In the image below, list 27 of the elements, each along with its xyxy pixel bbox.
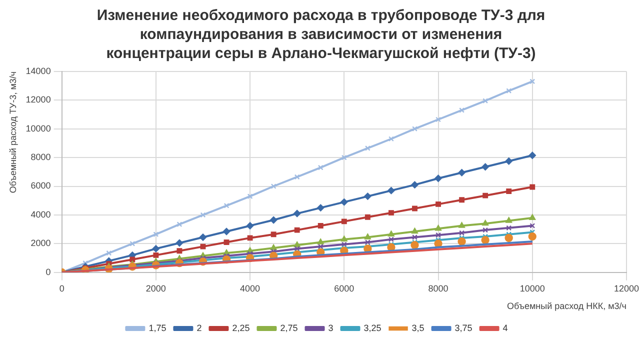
legend-label: 2,75 — [280, 322, 298, 333]
x-tick-label: 2000 — [146, 283, 166, 294]
y-tick-label: 6000 — [30, 180, 51, 191]
legend-label: 2,25 — [232, 322, 250, 333]
legend-label: 3,5 — [412, 322, 424, 333]
legend-label: 1,75 — [148, 322, 166, 333]
x-tick-label: 6000 — [334, 283, 354, 294]
x-tick-label: 10000 — [520, 283, 545, 294]
legend-label: 4 — [502, 322, 508, 333]
y-tick-label: 8000 — [30, 152, 51, 162]
y-tick-label: 4000 — [30, 209, 51, 220]
legend-label: 3 — [328, 322, 334, 333]
y-tick-label: 10000 — [26, 123, 51, 134]
legend-label: 3,25 — [364, 322, 382, 333]
y-tick-label: 12000 — [26, 94, 51, 105]
x-axis-title: Объемный расход НКК, м3/ч — [507, 301, 627, 312]
y-tick-label: 2000 — [30, 238, 51, 248]
y-tick-label: 0 — [46, 266, 51, 277]
x-tick-label: 8000 — [428, 283, 448, 294]
legend-label: 3,75 — [454, 322, 472, 333]
x-tick-label: 4000 — [240, 283, 260, 294]
x-tick-label: 12000 — [614, 283, 639, 294]
legend-label: 2 — [196, 322, 202, 333]
y-axis-title: Объемный расход ТУ-3, м3/ч — [8, 71, 18, 194]
y-tick-label: 14000 — [26, 66, 51, 76]
chart-title: Изменение необходимого расхода в трубопроводе ТУ-3 для компаундирования в зависимости от изменения концентрации серы в Арлано-Чекмагушской нефти (ТУ-3) — [96, 6, 546, 63]
x-tick-label: 0 — [59, 283, 64, 294]
